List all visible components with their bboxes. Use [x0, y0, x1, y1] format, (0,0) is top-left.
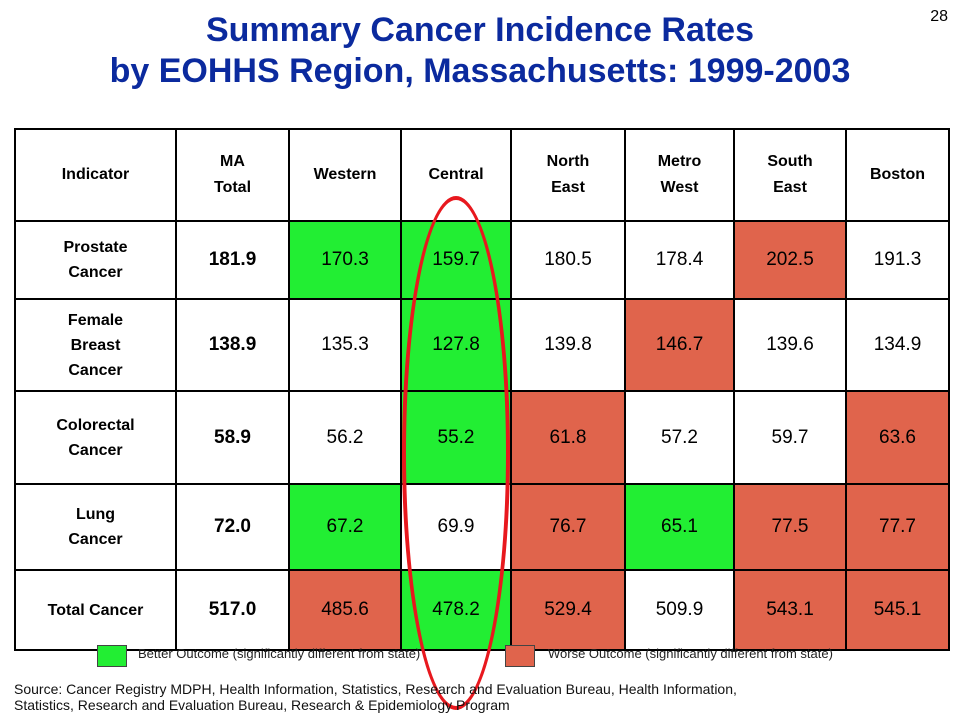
header-western: Western	[288, 128, 402, 222]
boston-value: 77.7	[845, 483, 950, 571]
header-metrowest: Metro West	[624, 128, 735, 222]
northeast-value: 180.5	[510, 220, 626, 300]
table-row: Prostate Cancer 181.9 170.3 159.7 180.5 178.4 2…	[14, 220, 950, 300]
western-value: 485.6	[288, 569, 402, 651]
header-row: Indicator MA Total Western Central North…	[14, 128, 950, 222]
title-line-2: by EOHHS Region, Massachusetts: 1999-200…	[109, 52, 851, 90]
western-value: 170.3	[288, 220, 402, 300]
page-title: Summary Cancer Incidence Rates by EOHHS …	[0, 10, 960, 92]
table-row: Lung Cancer 72.0 67.2 69.9 76.7 65.1 77.5 77.7	[14, 483, 950, 571]
indicator-label: Total Cancer	[14, 569, 177, 651]
page-number: 28	[930, 8, 948, 25]
header-central: Central	[400, 128, 512, 222]
western-value: 56.2	[288, 390, 402, 485]
metrowest-value: 57.2	[624, 390, 735, 485]
header-northeast: North East	[510, 128, 626, 222]
metrowest-value: 146.7	[624, 298, 735, 392]
indicator-label-line: Cancer	[68, 361, 123, 379]
boston-value: 63.6	[845, 390, 950, 485]
table-row: Colorectal Cancer 58.9 56.2 55.2 61.8 57.2 59.7…	[14, 390, 950, 485]
central-value: 127.8	[400, 298, 512, 392]
table-row: Female Breast Cancer 138.9 135.3 127.8 139.8 14…	[14, 298, 950, 392]
indicator-label-line: Female	[67, 311, 124, 329]
indicator-label-line: Cancer	[68, 264, 123, 281]
metrowest-value: 65.1	[624, 483, 735, 571]
header-metrowest-line1: Metro	[657, 153, 702, 170]
western-value: 67.2	[288, 483, 402, 571]
indicator-label-line: Breast	[70, 336, 121, 354]
indicator-label-line: Prostate	[63, 239, 128, 256]
title-line-1: Summary Cancer Incidence Rates	[205, 11, 755, 49]
indicator-label-line: Cancer	[68, 531, 123, 548]
ma-total-value: 58.9	[175, 390, 290, 485]
header-southeast-line1: South	[767, 153, 813, 170]
ma-total-value: 517.0	[175, 569, 290, 651]
central-value: 69.9	[400, 483, 512, 571]
header-metrowest-line2: West	[660, 179, 699, 196]
indicator-label-line: Cancer	[68, 441, 123, 459]
header-northeast-line2: East	[551, 179, 585, 196]
header-ma-total-line1: MA	[220, 153, 245, 170]
legend-worse-swatch	[505, 645, 535, 667]
header-southeast-line2: East	[773, 179, 807, 196]
indicator-label: Lung Cancer	[14, 483, 177, 571]
legend-better-label: Better Outcome (significantly different …	[138, 646, 421, 661]
header-indicator: Indicator	[14, 128, 177, 222]
southeast-value: 202.5	[733, 220, 847, 300]
legend-worse-label: Worse Outcome (significantly different f…	[548, 646, 833, 661]
table-row: Total Cancer 517.0 485.6 478.2 529.4 509.9 543…	[14, 569, 950, 651]
northeast-value: 529.4	[510, 569, 626, 651]
table-body: Prostate Cancer 181.9 170.3 159.7 180.5 178.4 2…	[14, 220, 950, 651]
indicator-label-line: Lung	[75, 506, 116, 523]
southeast-value: 139.6	[733, 298, 847, 392]
source-line-1: Source: Cancer Registry MDPH, Health Inf…	[14, 681, 737, 697]
indicator-label-line: Colorectal	[56, 416, 135, 434]
header-southeast: South East	[733, 128, 847, 222]
northeast-value: 61.8	[510, 390, 626, 485]
header-northeast-line1: North	[546, 153, 590, 170]
central-value: 478.2	[400, 569, 512, 651]
ma-total-value: 72.0	[175, 483, 290, 571]
indicator-label-line: Total Cancer	[47, 601, 144, 619]
northeast-value: 139.8	[510, 298, 626, 392]
ma-total-value: 138.9	[175, 298, 290, 392]
ma-total-value: 181.9	[175, 220, 290, 300]
header-boston: Boston	[845, 128, 950, 222]
boston-value: 134.9	[845, 298, 950, 392]
indicator-label: Colorectal Cancer	[14, 390, 177, 485]
indicator-label: Female Breast Cancer	[14, 298, 177, 392]
header-ma-total: MA Total	[175, 128, 290, 222]
indicator-label: Prostate Cancer	[14, 220, 177, 300]
incidence-rates-table: Indicator MA Total Western Central North…	[14, 128, 950, 651]
central-value: 159.7	[400, 220, 512, 300]
southeast-value: 59.7	[733, 390, 847, 485]
boston-value: 545.1	[845, 569, 950, 651]
southeast-value: 77.5	[733, 483, 847, 571]
boston-value: 191.3	[845, 220, 950, 300]
metrowest-value: 178.4	[624, 220, 735, 300]
southeast-value: 543.1	[733, 569, 847, 651]
header-ma-total-line2: Total	[213, 179, 252, 196]
source-note: Source: Cancer Registry MDPH, Health Inf…	[14, 681, 914, 713]
northeast-value: 76.7	[510, 483, 626, 571]
source-line-2: Statistics, Research and Evaluation Bure…	[14, 697, 510, 713]
legend-better-swatch	[97, 645, 127, 667]
metrowest-value: 509.9	[624, 569, 735, 651]
central-value: 55.2	[400, 390, 512, 485]
western-value: 135.3	[288, 298, 402, 392]
